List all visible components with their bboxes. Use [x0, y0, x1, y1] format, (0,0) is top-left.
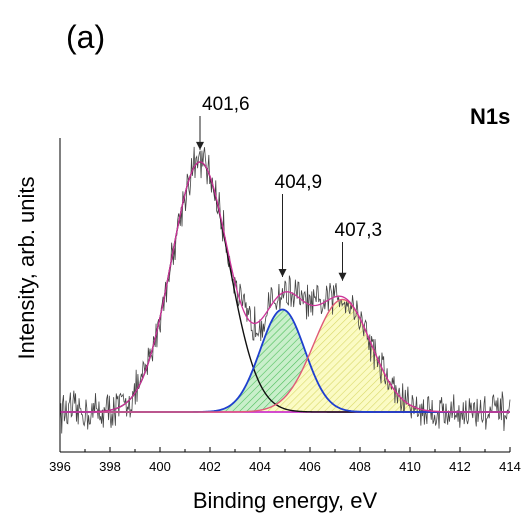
x-ticks: 396 398 400 402 404 406 408 410 412 414	[49, 447, 521, 474]
x-tick-label-398: 398	[99, 459, 121, 474]
annotation-arrowhead-2	[278, 268, 287, 277]
series-envelope	[60, 161, 510, 413]
x-tick-label-406: 406	[299, 459, 321, 474]
panel-label: (a)	[66, 19, 105, 55]
x-tick-label-408: 408	[349, 459, 371, 474]
x-tick-label-396: 396	[49, 459, 71, 474]
annotation-label-2: 404,9	[275, 172, 323, 193]
x-axis-title: Binding energy, eV	[193, 488, 378, 513]
annotation-label-3: 407,3	[335, 220, 383, 241]
annotation-arrowhead-1	[196, 141, 204, 150]
annotation-arrowhead-3	[338, 272, 347, 281]
x-tick-label-402: 402	[199, 459, 221, 474]
x-tick-label-414: 414	[499, 459, 521, 474]
peak-annotations: 401,6 404,9 407,3	[196, 94, 382, 281]
x-tick-label-404: 404	[249, 459, 271, 474]
series-raw-spectrum	[59, 146, 511, 434]
component-fill-2	[60, 309, 510, 412]
x-tick-label-412: 412	[449, 459, 471, 474]
y-axis-title: Intensity, arb. units	[14, 176, 39, 359]
component-fills	[60, 299, 510, 412]
x-tick-label-400: 400	[149, 459, 171, 474]
annotation-label-1: 401,6	[202, 94, 250, 115]
x-tick-label-410: 410	[399, 459, 421, 474]
chart-title: N1s	[470, 104, 510, 129]
